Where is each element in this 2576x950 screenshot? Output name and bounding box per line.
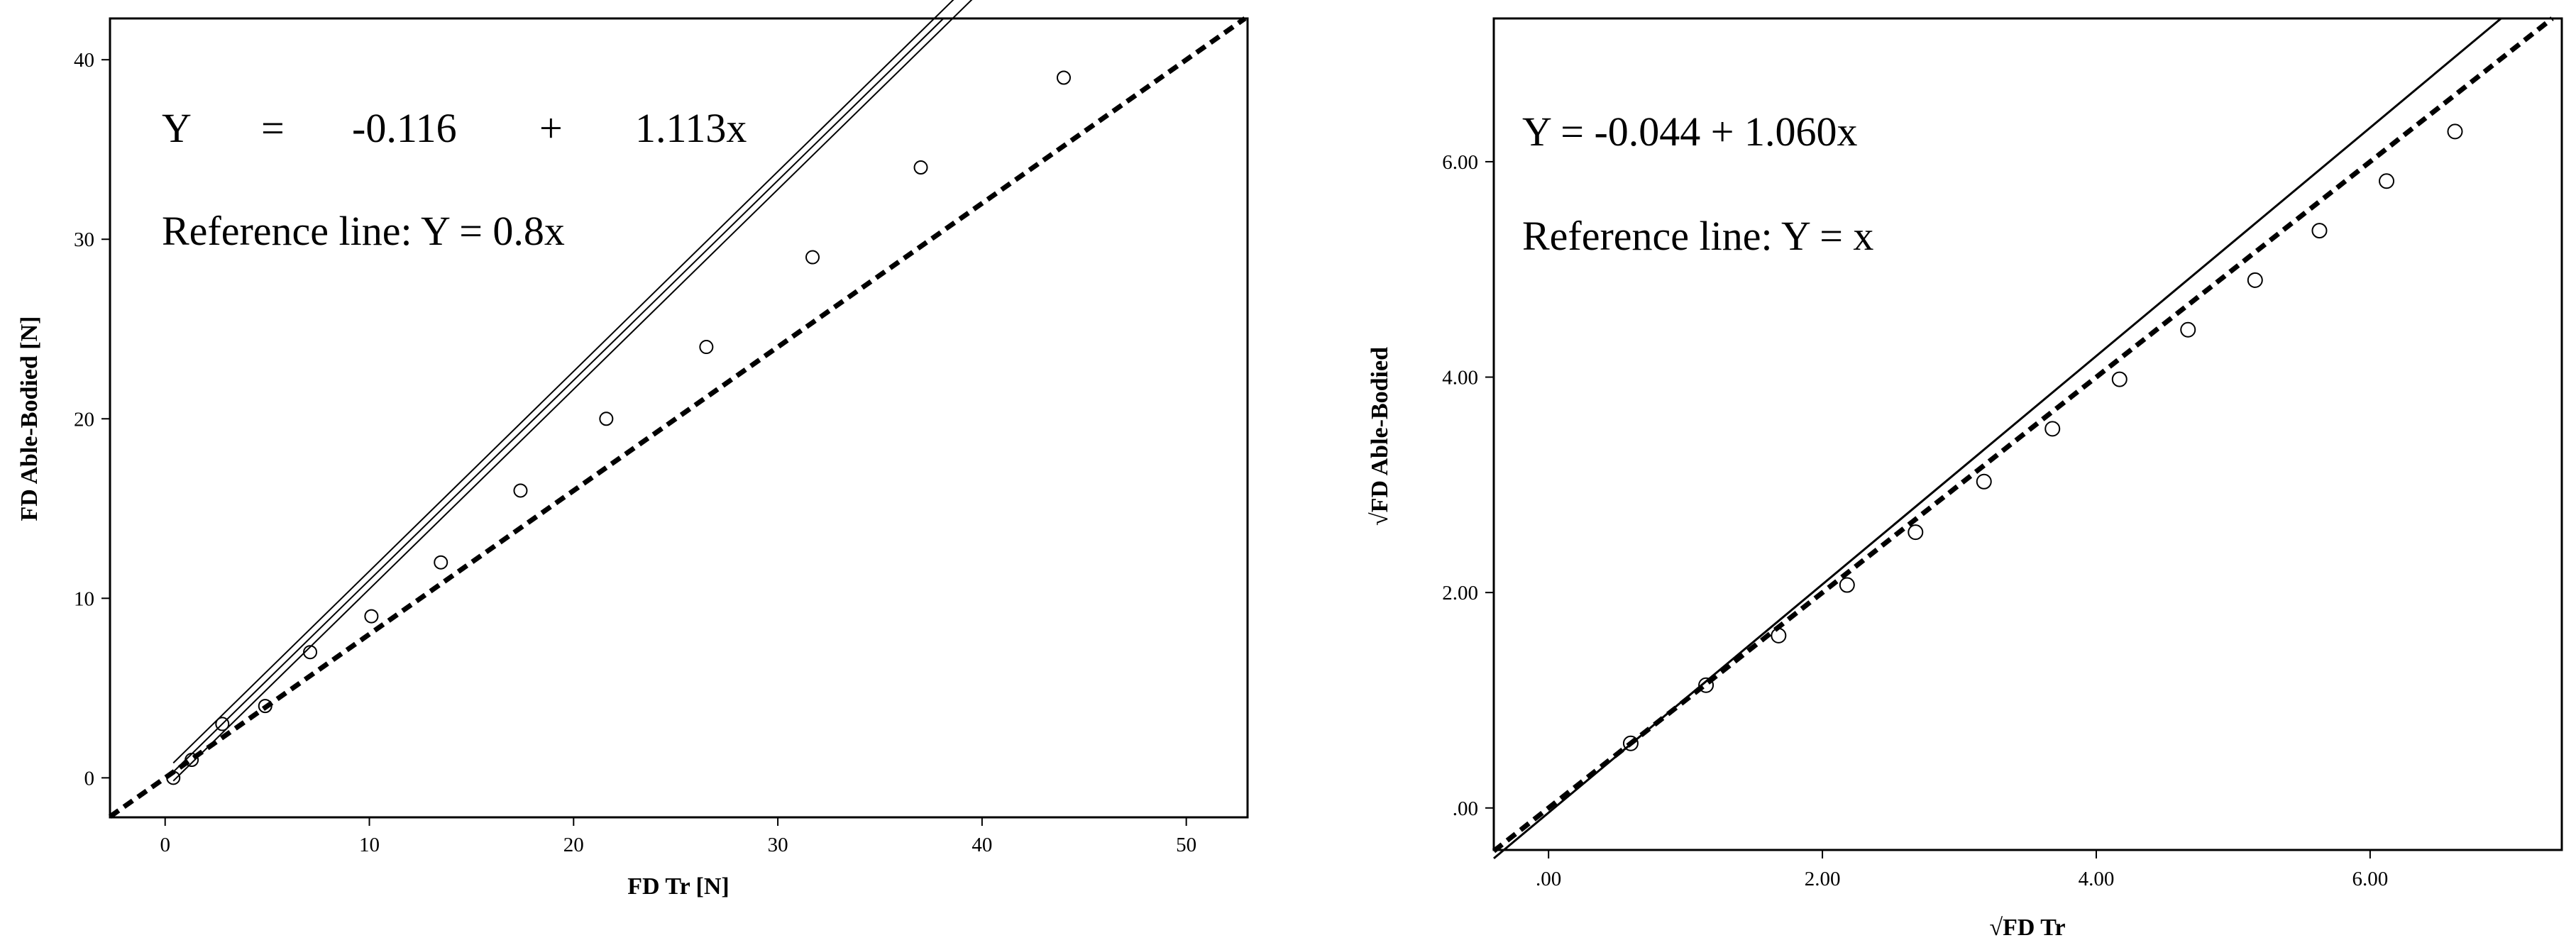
right-y-tick-label: 2.00 bbox=[1442, 582, 1478, 604]
left-data-point bbox=[166, 771, 181, 785]
left-y-axis-title: FD Able-Bodied [N] bbox=[16, 316, 43, 521]
left-data-point bbox=[364, 609, 379, 624]
right-y-tick-label: 6.00 bbox=[1442, 151, 1478, 174]
left-lines bbox=[108, 0, 1247, 819]
left-reference-label: Reference line: Y = 0.8x bbox=[162, 208, 565, 254]
right-data-point bbox=[2044, 421, 2061, 437]
left-data-point bbox=[599, 412, 614, 426]
left-reference-line bbox=[108, 16, 1247, 819]
right-data-point bbox=[2379, 173, 2395, 189]
left-band-upper bbox=[172, 0, 954, 764]
left-data-point bbox=[303, 645, 318, 660]
right-data-point bbox=[2180, 321, 2196, 338]
left-x-tick-label: 10 bbox=[359, 834, 380, 856]
left-x-tick-label: 0 bbox=[160, 834, 170, 856]
right-equation-label: Y = -0.044 + 1.060x bbox=[1522, 109, 1857, 155]
left-y-tick-label: 20 bbox=[74, 408, 94, 431]
left-data-point bbox=[805, 250, 820, 265]
left-eq-equals: = bbox=[261, 105, 285, 151]
right-data-point bbox=[1771, 627, 1787, 644]
right-data-point bbox=[2447, 123, 2463, 140]
right-data-point bbox=[1698, 677, 1714, 693]
right-y-tick-label: .00 bbox=[1453, 797, 1478, 820]
right-data-point bbox=[2247, 272, 2263, 288]
right-data-point bbox=[1976, 473, 1992, 490]
left-data-point bbox=[258, 699, 273, 714]
right-x-tick-label: 6.00 bbox=[2352, 868, 2388, 890]
right-data-point bbox=[1622, 735, 1639, 751]
left-data-point bbox=[185, 753, 199, 768]
right-data-point bbox=[1839, 577, 1855, 593]
right-lines bbox=[1492, 16, 2554, 859]
right-reference-label: Reference line: Y = x bbox=[1522, 213, 1873, 259]
right-x-tick-label: 2.00 bbox=[1805, 868, 1841, 890]
right-data-point bbox=[2311, 223, 2328, 239]
left-eq-intercept: -0.116 bbox=[352, 105, 457, 151]
left-plot-frame bbox=[109, 17, 1249, 819]
left-x-tick-label: 50 bbox=[1176, 834, 1196, 856]
left-y-tick-label: 40 bbox=[74, 49, 94, 72]
left-eq-y: Y bbox=[162, 105, 192, 151]
left-data-point bbox=[1056, 70, 1071, 85]
left-y-tick-label: 0 bbox=[84, 767, 95, 790]
left-x-tick-label: 40 bbox=[971, 834, 992, 856]
right-plot-frame bbox=[1492, 17, 2563, 851]
right-fit-line bbox=[1493, 17, 2502, 859]
left-band-lower bbox=[172, 0, 973, 782]
left-data-point bbox=[215, 717, 230, 731]
right-x-axis-title: √FD Tr bbox=[1989, 915, 2065, 941]
right-ticks: .00 2.00 4.00 6.00 .00 2.00 4.00 6.00 bbox=[1442, 151, 2388, 890]
right-points bbox=[1622, 123, 2463, 751]
right-data-point bbox=[1908, 524, 1924, 541]
left-y-tick-label: 10 bbox=[74, 587, 94, 610]
right-y-tick-label: 4.00 bbox=[1442, 367, 1478, 390]
left-data-point bbox=[699, 340, 714, 355]
left-data-point bbox=[434, 555, 448, 570]
chart-right: .00 2.00 4.00 6.00 .00 2.00 4.00 6.00 Y = -0.04… bbox=[1367, 16, 2563, 941]
left-points bbox=[166, 70, 1071, 785]
left-data-point bbox=[913, 160, 928, 175]
right-x-tick-label: .00 bbox=[1536, 868, 1561, 890]
left-fit-line bbox=[172, 18, 945, 773]
right-data-point bbox=[2111, 371, 2128, 387]
left-x-axis-title: FD Tr [N] bbox=[627, 873, 730, 900]
left-y-tick-label: 30 bbox=[74, 228, 94, 251]
left-eq-slope: 1.113x bbox=[635, 105, 747, 151]
left-ticks: 0 10 20 30 40 50 0 10 20 30 40 bbox=[74, 49, 1196, 856]
left-x-tick-label: 20 bbox=[563, 834, 584, 856]
right-x-tick-label: 4.00 bbox=[2079, 868, 2115, 890]
right-y-axis-title: √FD Able-Bodied bbox=[1367, 347, 1393, 526]
chart-left: 0 10 20 30 40 50 0 10 20 30 40 Y = -0.116 + 1.113x… bbox=[16, 0, 1249, 900]
left-eq-plus: + bbox=[539, 105, 563, 151]
left-data-point bbox=[513, 483, 528, 498]
left-x-tick-label: 30 bbox=[768, 834, 788, 856]
